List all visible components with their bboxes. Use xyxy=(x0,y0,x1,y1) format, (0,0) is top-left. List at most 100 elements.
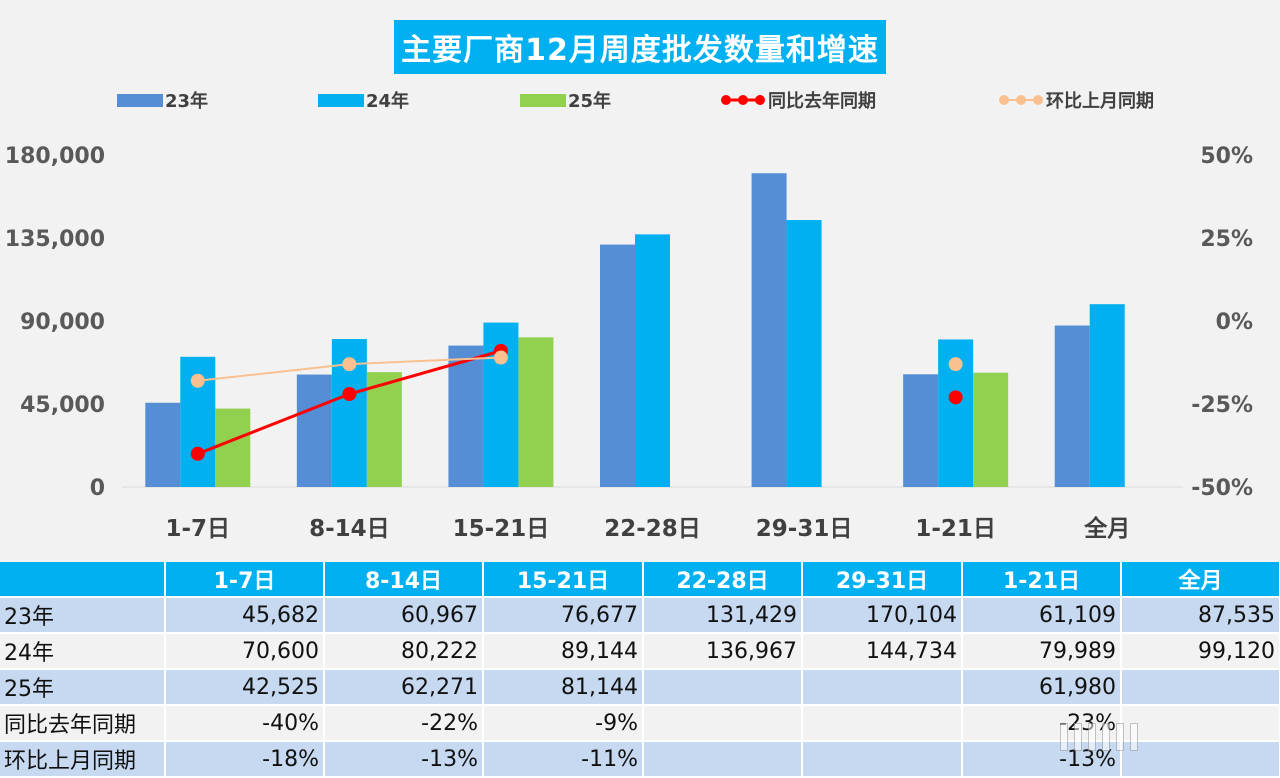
y-right-tick-label: -25% xyxy=(1191,393,1253,418)
table-cell: 131,429 xyxy=(643,597,803,634)
x-category-label: 1-7日 xyxy=(166,516,231,542)
table-cell: -22% xyxy=(324,705,484,742)
legend-label-yoy: 同比去年同期 xyxy=(768,91,876,112)
table-cell: 136,967 xyxy=(643,633,803,670)
y-left-tick-label: 180,000 xyxy=(5,144,105,169)
table-cell: -9% xyxy=(483,705,644,742)
x-category-label: 8-14日 xyxy=(309,516,390,542)
bar-23年 xyxy=(448,345,484,487)
row-label: 25年 xyxy=(0,669,166,706)
table-cell: -13% xyxy=(324,741,484,778)
table-cell: -18% xyxy=(165,741,325,778)
bar-23年 xyxy=(600,244,635,487)
table-cell: 76,677 xyxy=(483,597,644,634)
legend-line-yoy xyxy=(721,95,765,105)
x-category-label: 15-21日 xyxy=(453,516,550,542)
bar-23年 xyxy=(751,173,787,487)
watermark-bar xyxy=(1060,723,1068,751)
watermark-bar xyxy=(1130,723,1138,751)
x-category-label: 22-28日 xyxy=(604,516,701,542)
chart-title: 主要厂商12月周度批发数量和增速 xyxy=(401,33,879,68)
legend-24: 24年 xyxy=(318,88,409,112)
y-left-tick-label: 45,000 xyxy=(20,393,105,418)
table-cell xyxy=(1121,669,1280,706)
point-环比上月同期 xyxy=(190,373,205,388)
table-row: 23年 45,682 60,967 76,677 131,429 170,104… xyxy=(0,597,1280,634)
chart-area: 0 45,000 90,000 135,000 180,000 -50% -25% 0% 25%… xyxy=(0,0,1280,562)
point-同比去年同期 xyxy=(342,387,357,402)
bar-25年 xyxy=(973,372,1009,487)
table-row: 同比去年同期 -40% -22% -9% -23% xyxy=(0,705,1280,742)
table-cell: 80,222 xyxy=(324,633,484,670)
point-同比去年同期 xyxy=(190,446,205,461)
y-right-tick-label: -50% xyxy=(1191,476,1253,501)
y-right-tick-label: 0% xyxy=(1216,310,1253,335)
legend-yoy: 同比去年同期 xyxy=(720,88,876,112)
legend-label-mom: 环比上月同期 xyxy=(1046,91,1154,112)
watermark-bar xyxy=(1102,723,1110,751)
table-cell: 99,120 xyxy=(1121,633,1280,670)
table-cell: 170,104 xyxy=(802,597,963,634)
table-header-cell: 8-14日 xyxy=(324,562,484,598)
table-cell: -11% xyxy=(483,741,644,778)
legend-line-mom xyxy=(999,95,1043,105)
watermark-bar xyxy=(1074,723,1082,751)
row-label: 同比去年同期 xyxy=(0,705,166,742)
bar-24年 xyxy=(1089,304,1125,487)
point-环比上月同期 xyxy=(948,357,963,372)
table-cell: -40% xyxy=(165,705,325,742)
point-同比去年同期 xyxy=(948,390,963,405)
legend-25: 25年 xyxy=(520,88,611,112)
table-header-row: 1-7日 8-14日 15-21日 22-28日 29-31日 1-21日 全月 xyxy=(0,562,1280,598)
bar-24年 xyxy=(786,220,822,487)
x-category-label: 1-21日 xyxy=(915,516,996,542)
x-category-label: 全月 xyxy=(1083,515,1130,542)
table-header-cell: 1-21日 xyxy=(962,562,1122,598)
bar-25年 xyxy=(215,408,251,487)
table-cell: 89,144 xyxy=(483,633,644,670)
legend-label-23: 23年 xyxy=(165,91,209,112)
x-category-label: 29-31日 xyxy=(756,516,853,542)
table-header-cell: 1-7日 xyxy=(165,562,325,598)
watermark-bar xyxy=(1088,723,1096,751)
bar-25年 xyxy=(366,372,402,487)
legend-swatch-23 xyxy=(117,93,163,107)
bar-23年 xyxy=(296,374,332,487)
legend-label-24: 24年 xyxy=(366,91,410,112)
table-cell: 62,271 xyxy=(324,669,484,706)
row-label: 23年 xyxy=(0,597,166,634)
y-left-tick-label: 0 xyxy=(90,476,105,501)
bar-23年 xyxy=(145,402,181,487)
table-row: 24年 70,600 80,222 89,144 136,967 144,734… xyxy=(0,633,1280,670)
y-left-tick-label: 135,000 xyxy=(5,227,105,252)
table-cell xyxy=(1121,705,1280,742)
bar-23年 xyxy=(1054,325,1090,487)
legend-23: 23年 xyxy=(117,88,208,112)
table-cell: 61,980 xyxy=(962,669,1122,706)
table-cell: 45,682 xyxy=(165,597,325,634)
y-right-tick-label: 50% xyxy=(1200,144,1253,169)
table-row: 25年 42,525 62,271 81,144 61,980 xyxy=(0,669,1280,706)
table-header-cell: 22-28日 xyxy=(643,562,803,598)
table-header-cell xyxy=(0,562,166,598)
table-header-cell: 15-21日 xyxy=(483,562,644,598)
table-cell: 81,144 xyxy=(483,669,644,706)
table-cell xyxy=(802,669,963,706)
y-right-tick-label: 25% xyxy=(1200,227,1253,252)
table-cell xyxy=(802,705,963,742)
table-cell: 61,109 xyxy=(962,597,1122,634)
table-header-cell: 全月 xyxy=(1121,562,1280,598)
table-cell xyxy=(643,705,803,742)
watermark-overlay xyxy=(1060,722,1265,752)
table-header-cell: 29-31日 xyxy=(802,562,963,598)
y-left-tick-label: 90,000 xyxy=(20,310,105,335)
point-环比上月同期 xyxy=(342,357,357,372)
row-label: 24年 xyxy=(0,633,166,670)
table-cell: 42,525 xyxy=(165,669,325,706)
watermark-bar xyxy=(1116,723,1124,751)
bar-23年 xyxy=(903,374,939,487)
table-cell: 144,734 xyxy=(802,633,963,670)
chart-title-box: 主要厂商12月周度批发数量和增速 xyxy=(394,20,886,74)
bar-24年 xyxy=(635,234,670,487)
combo-chart: 0 45,000 90,000 135,000 180,000 -50% -25% 0% 25%… xyxy=(5,144,1253,542)
